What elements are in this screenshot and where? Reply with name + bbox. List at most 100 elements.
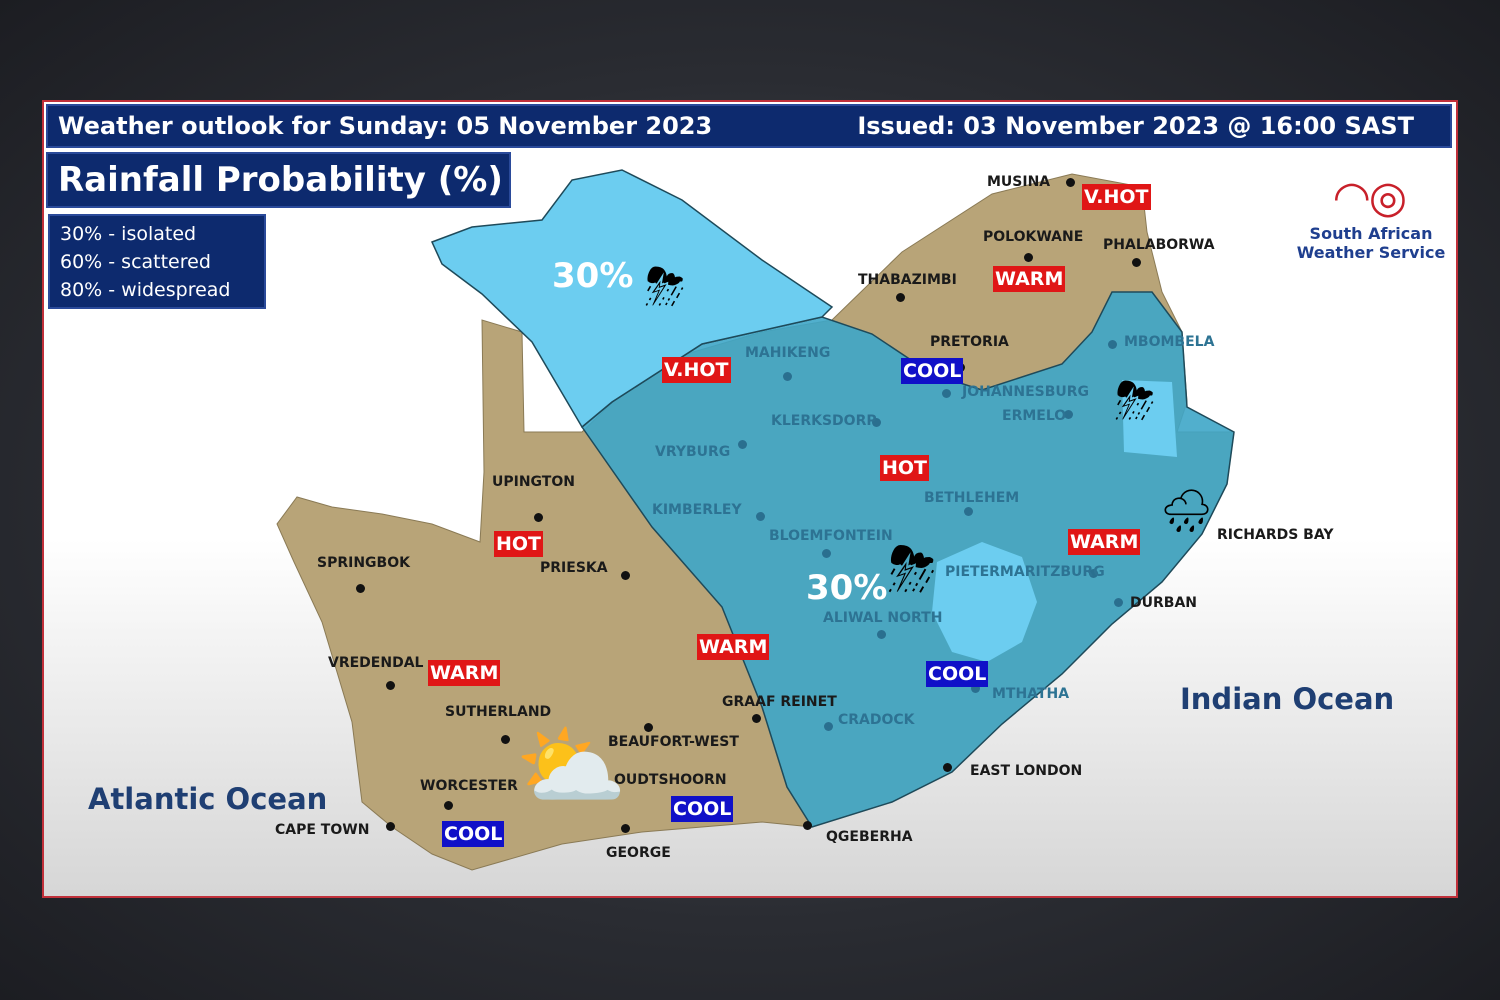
city-label: PHALABORWA <box>1103 237 1215 253</box>
city-label: THABAZIMBI <box>858 272 957 288</box>
city-dot <box>1089 569 1098 578</box>
city-label: BETHLEHEM <box>924 490 1020 506</box>
city-dot <box>386 681 395 690</box>
city-label: VREDENDAL <box>328 655 424 671</box>
city-label: SUTHERLAND <box>445 704 552 720</box>
city-label: PRETORIA <box>930 334 1009 350</box>
city-label: BEAUFORT-WEST <box>608 734 739 750</box>
outlook-title: Weather outlook for Sunday: 05 November … <box>58 112 713 140</box>
city-dot <box>621 824 630 833</box>
logo-swoosh-icon: ◠◎ <box>1334 172 1408 223</box>
city-dot <box>1024 253 1033 262</box>
lesotho-rain <box>932 542 1037 662</box>
temperature-badge: HOT <box>494 531 544 557</box>
city-dot <box>644 723 653 732</box>
eswatini-rain <box>1122 380 1177 457</box>
forecast-map: Weather outlook for Sunday: 05 November … <box>42 100 1458 898</box>
city-label: MAHIKENG <box>745 345 831 361</box>
city-dot <box>356 584 365 593</box>
rain-probability-label: 30% <box>552 256 634 296</box>
city-dot <box>872 418 881 427</box>
city-label: KIMBERLEY <box>652 502 742 518</box>
city-label: ALIWAL NORTH <box>823 610 943 626</box>
city-dot <box>1066 178 1075 187</box>
legend-item: 30% - isolated <box>60 223 197 245</box>
temperature-badge: COOL <box>901 358 964 384</box>
legend-item: 60% - scattered <box>60 251 211 273</box>
ocean-label: Indian Ocean <box>1180 682 1395 716</box>
logo-text: Weather Service <box>1296 243 1446 262</box>
city-label: PIETERMARITZBURG <box>945 564 1105 580</box>
ocean-label: Atlantic Ocean <box>88 782 328 816</box>
temperature-badge: HOT <box>880 455 930 481</box>
city-label: DURBAN <box>1130 595 1197 611</box>
city-dot <box>971 684 980 693</box>
city-label: MUSINA <box>987 174 1051 190</box>
header-bar: Weather outlook for Sunday: 05 November … <box>46 104 1452 148</box>
temperature-badge: V.HOT <box>662 357 731 383</box>
city-label: UPINGTON <box>492 474 575 490</box>
city-dot <box>877 630 886 639</box>
city-dot <box>386 822 395 831</box>
city-dot <box>783 372 792 381</box>
city-dot <box>803 821 812 830</box>
rain-area-northwest <box>430 169 834 429</box>
temperature-badge: WARM <box>993 266 1066 292</box>
city-label: JOHANNESBURG <box>962 384 1090 400</box>
city-dot <box>822 549 831 558</box>
city-label: CRADOCK <box>838 712 915 728</box>
saws-logo: ◠◎ South African Weather Service <box>1296 172 1446 262</box>
city-label: QGEBERHA <box>826 829 913 845</box>
temperature-badge: WARM <box>697 634 770 660</box>
legend: 30% - isolated 60% - scattered 80% - wid… <box>48 214 266 309</box>
city-label: KLERKSDORP <box>771 413 877 429</box>
rain-area-main <box>580 291 1235 828</box>
city-label: EAST LONDON <box>970 763 1083 779</box>
thunderstorm-icon: ⛈ <box>888 535 936 605</box>
logo-text: South African <box>1309 224 1433 243</box>
temperature-badge: COOL <box>926 661 989 687</box>
rain-probability-label: 30% <box>806 568 888 608</box>
city-label: BLOEMFONTEIN <box>769 528 893 544</box>
city-label: VRYBURG <box>655 444 731 460</box>
city-dot <box>756 512 765 521</box>
city-dot <box>752 714 761 723</box>
city-dot <box>1108 340 1117 349</box>
city-label: MBOMBELA <box>1124 334 1215 350</box>
city-dot <box>824 722 833 731</box>
temperature-badge: V.HOT <box>1082 184 1151 210</box>
city-label: POLOKWANE <box>983 229 1084 245</box>
temperature-badge: WARM <box>1068 529 1141 555</box>
rain-cloud-icon: 🌧 <box>1160 486 1214 535</box>
city-dot <box>964 507 973 516</box>
map-shapes <box>276 169 1235 871</box>
city-dot <box>501 735 510 744</box>
city-label: MTHATHA <box>992 686 1070 702</box>
city-label: SPRINGBOK <box>317 555 410 571</box>
city-label: CAPE TOWN <box>275 822 370 838</box>
temperature-badge: COOL <box>442 821 505 847</box>
city-dot <box>621 571 630 580</box>
city-dot <box>738 440 747 449</box>
legend-item: 80% - widespread <box>60 279 231 301</box>
city-label: ERMELO <box>1002 408 1067 424</box>
city-label: PRIESKA <box>540 560 608 576</box>
city-dot <box>534 513 543 522</box>
partly-cloudy-icon: ⛅ <box>515 714 628 819</box>
city-dot <box>1114 598 1123 607</box>
city-label: OUDTSHOORN <box>614 772 727 788</box>
city-dot <box>444 801 453 810</box>
panel-title: Rainfall Probability (%) <box>46 152 511 208</box>
city-dot <box>1064 410 1073 419</box>
thunderstorm-icon: ⛈ <box>1115 372 1155 430</box>
thunderstorm-icon: ⛈ <box>645 258 685 316</box>
city-label: GRAAF REINET <box>722 694 837 710</box>
city-dot <box>896 293 905 302</box>
city-label: GEORGE <box>606 845 671 861</box>
city-label: WORCESTER <box>420 778 518 794</box>
city-dot <box>942 389 951 398</box>
temperature-badge: WARM <box>428 660 501 686</box>
city-dot <box>943 763 952 772</box>
city-label: RICHARDS BAY <box>1217 527 1334 543</box>
city-dot <box>1132 258 1141 267</box>
